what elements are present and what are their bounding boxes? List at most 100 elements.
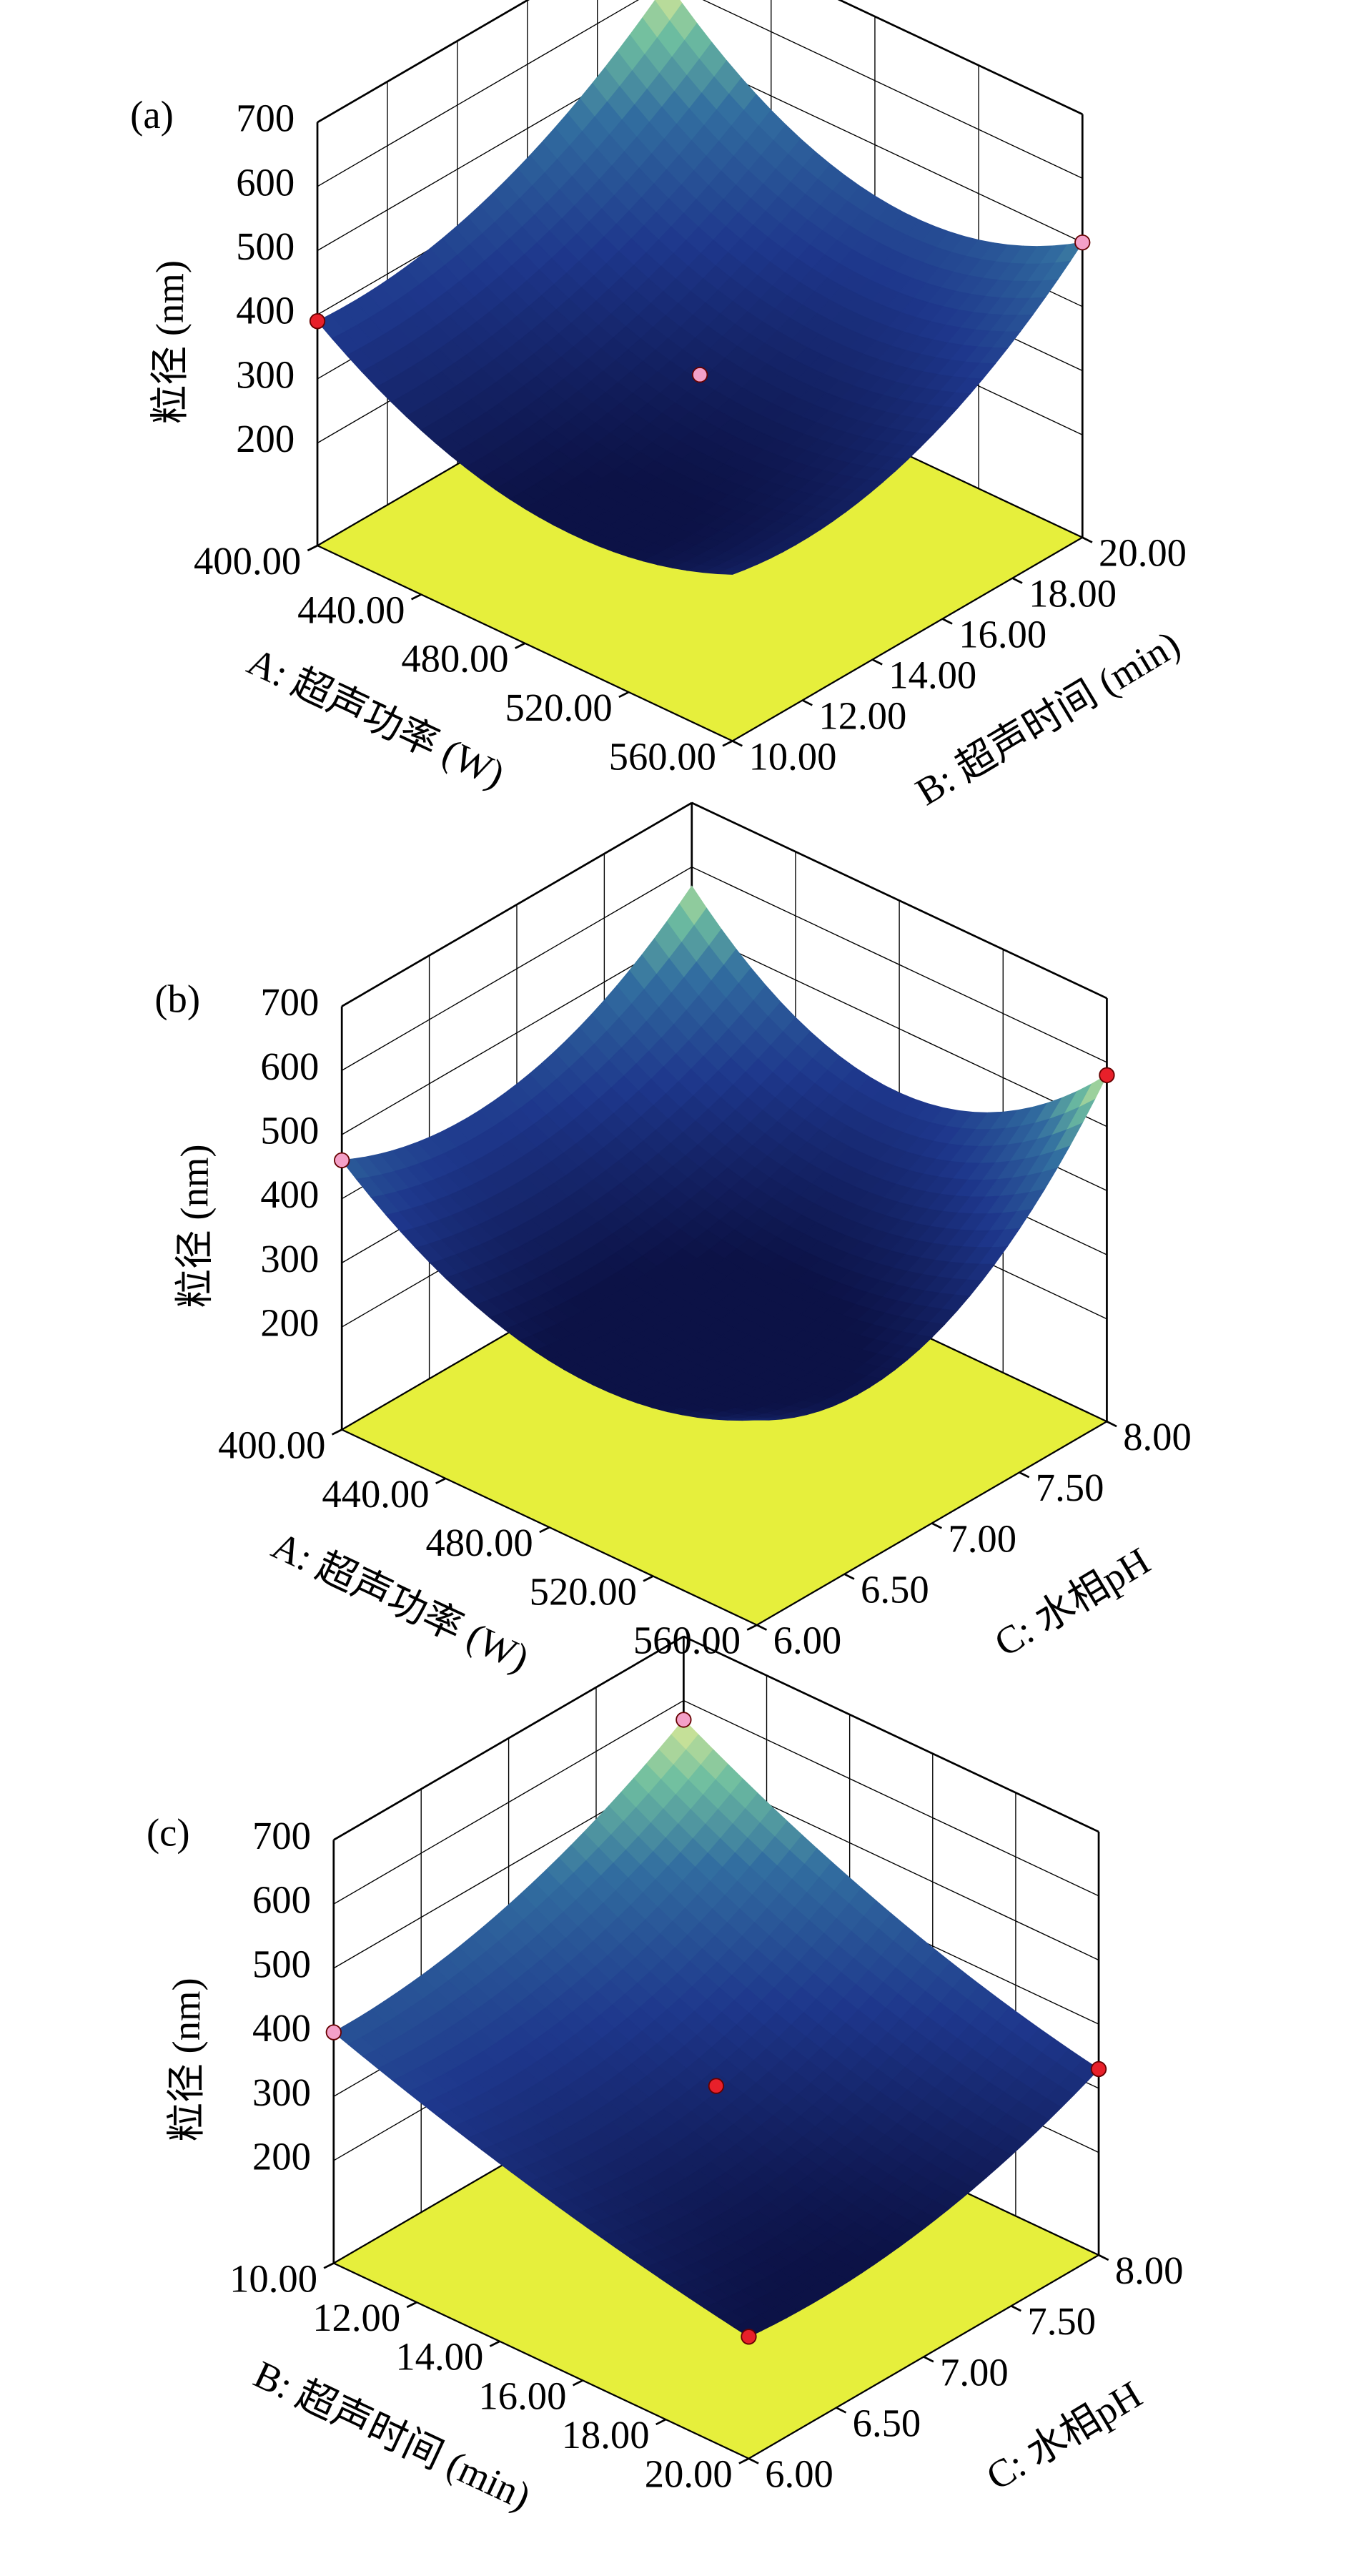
panel: 200 300 400 500 600 700 400.00 440.00 480.00 520.… <box>154 801 1192 1680</box>
tick-mark <box>732 740 743 747</box>
design-point <box>334 1152 350 1169</box>
surface-cell <box>508 1719 892 2093</box>
tick-mark <box>748 2457 759 2464</box>
y-tick-label: 8.00 <box>1123 1415 1192 1459</box>
z-tick-label: 300 <box>260 1237 319 1280</box>
z-tick-label: 700 <box>236 97 295 140</box>
tick-mark <box>331 1428 342 1436</box>
x-tick-label: 20.00 <box>645 2452 733 2496</box>
tick-mark <box>406 2301 417 2309</box>
z-tick-label: 200 <box>260 1301 319 1345</box>
x-tick-label: 10.00 <box>229 2256 317 2300</box>
z-tick-label: 300 <box>252 2071 311 2114</box>
box-edge <box>691 801 1108 1000</box>
z-axis-label: 粒径 (nm) <box>172 1144 216 1308</box>
tick-mark <box>923 2356 934 2363</box>
tick-mark <box>307 544 318 552</box>
z-tick-label: 400 <box>260 1173 319 1216</box>
tick-mark <box>802 699 813 706</box>
z-tick-label: 400 <box>252 2006 311 2050</box>
design-point <box>708 2078 725 2094</box>
surface-cell <box>316 192 701 510</box>
design-point <box>1099 1067 1115 1083</box>
x-tick-label: 400.00 <box>218 1423 325 1466</box>
y-tick-label: 12.00 <box>818 694 906 737</box>
tick-mark <box>1011 2305 1021 2312</box>
box-edge <box>333 1635 685 1841</box>
box-edge <box>837 0 1083 115</box>
tick-mark <box>572 2379 583 2387</box>
tick-mark <box>435 1477 446 1484</box>
box-edge <box>341 801 693 1007</box>
z-tick-label: 200 <box>236 417 295 460</box>
grid-line <box>317 0 1083 187</box>
z-tick-label: 600 <box>236 160 295 204</box>
box-edge <box>317 0 530 124</box>
z-tick-label: 500 <box>260 1109 319 1153</box>
y-tick-label: 8.00 <box>1115 2249 1184 2292</box>
box-edge <box>683 1635 1099 1833</box>
panel: 200 300 400 500 600 700 10.0012.0014.0016.0018… <box>147 1635 1184 2518</box>
design-point <box>325 2024 342 2040</box>
tick-mark <box>1082 536 1093 543</box>
tick-mark <box>489 2340 500 2347</box>
surface-cell <box>515 885 901 1260</box>
design-point <box>691 367 708 383</box>
tick-mark <box>756 1624 768 1631</box>
y-tick-label: 14.00 <box>889 653 976 696</box>
surface-cell <box>548 1258 934 1421</box>
design-point <box>1090 2061 1107 2078</box>
panel-label: (b) <box>154 977 200 1021</box>
surface-cell <box>332 1904 718 2195</box>
tick-mark <box>643 1575 654 1582</box>
y-tick-label: 7.50 <box>1027 2299 1096 2343</box>
design-point <box>309 313 326 330</box>
y-tick-label: 7.50 <box>1036 1466 1104 1509</box>
y-tick-label: 6.50 <box>853 2401 921 2444</box>
y-axis-label: B: 超声时间 (min) <box>908 622 1187 814</box>
z-tick-label: 500 <box>236 224 295 268</box>
design-point <box>676 1712 692 1728</box>
surface-cell <box>540 2091 925 2338</box>
design-point <box>1074 234 1091 251</box>
tick-mark <box>410 593 422 601</box>
y-tick-label: 16.00 <box>959 612 1046 656</box>
z-tick-label: 700 <box>252 1814 311 1857</box>
tick-mark <box>539 1526 550 1534</box>
z-tick-label: 600 <box>252 1878 311 1922</box>
x-tick-label: 520.00 <box>530 1569 637 1613</box>
z-tick-label: 600 <box>260 1045 319 1088</box>
tick-mark <box>1019 1471 1030 1479</box>
x-tick-label: 12.00 <box>312 2296 400 2339</box>
tick-mark <box>1098 2254 1109 2261</box>
tick-mark <box>515 642 525 649</box>
y-tick-label: 6.00 <box>765 2452 833 2496</box>
tick-mark <box>941 618 953 625</box>
z-tick-label: 200 <box>252 2135 311 2178</box>
z-tick-label: 700 <box>260 980 319 1024</box>
y-tick-label: 18.00 <box>1029 572 1117 616</box>
surface-cell <box>524 380 909 575</box>
y-tick-label: 7.00 <box>940 2350 1009 2394</box>
y-tick-label: 20.00 <box>1099 531 1187 575</box>
x-tick-label: 480.00 <box>401 637 508 681</box>
tick-mark <box>618 691 630 699</box>
x-tick-label: 440.00 <box>322 1472 429 1516</box>
tick-mark <box>722 740 733 747</box>
y-tick-label: 6.50 <box>861 1568 929 1612</box>
z-axis-label: 粒径 (nm) <box>164 1978 208 2141</box>
z-tick-label: 500 <box>252 1942 311 1985</box>
z-tick-label: 400 <box>236 289 295 332</box>
y-tick-label: 7.00 <box>948 1516 1016 1560</box>
x-tick-label: 480.00 <box>425 1521 533 1564</box>
x-tick-label: 440.00 <box>297 588 405 631</box>
x-tick-label: 400.00 <box>194 539 301 583</box>
panel: 200 300 400 500 600 700 400.00 440.00 480.00 520.… <box>130 0 1187 814</box>
tick-mark <box>1106 1421 1117 1428</box>
tick-mark <box>836 2407 847 2414</box>
surface-cell <box>699 195 1084 460</box>
tick-mark <box>931 1522 942 1529</box>
tick-mark <box>1011 577 1023 584</box>
tick-mark <box>323 2262 335 2269</box>
x-tick-label: 520.00 <box>505 686 612 729</box>
